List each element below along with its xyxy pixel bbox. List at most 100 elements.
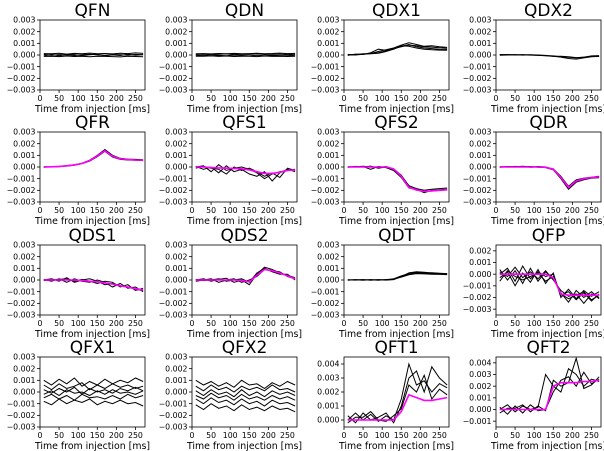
plot-area [43, 52, 144, 58]
y-tick-label: −0.001 [159, 287, 188, 296]
x-tick-label: 200 [261, 431, 276, 440]
x-tick-label: 100 [71, 94, 86, 103]
y-tick-label: 0.001 [165, 39, 187, 48]
x-tick-label: 100 [71, 431, 86, 440]
data-trace [195, 397, 296, 407]
x-tick-label: 100 [527, 94, 542, 103]
y-tick-label: −0.003 [159, 423, 188, 432]
x-tick-label: 200 [261, 94, 276, 103]
x-tick-label: 150 [242, 319, 257, 328]
x-tick-label: 0 [38, 206, 43, 215]
x-tick-label: 0 [190, 319, 195, 328]
y-tick-label: 0.003 [165, 128, 187, 137]
y-tick-label: 0.000 [317, 416, 339, 425]
y-tick-label: 0.002 [317, 27, 339, 36]
y-tick-label: 0.000 [469, 270, 491, 279]
y-tick-label: −0.001 [311, 287, 340, 296]
chart-title: QDX2 [524, 1, 573, 21]
x-tick-label: 200 [261, 206, 276, 215]
model-trace [499, 273, 600, 297]
x-tick-label: 250 [584, 431, 599, 440]
y-tick-label: 0.003 [165, 241, 187, 250]
plot-area [43, 148, 144, 168]
chart-title: QFT1 [374, 338, 418, 358]
y-tick-label: −0.003 [159, 86, 188, 95]
y-tick-label: 0.000 [165, 163, 187, 172]
y-tick-label: −0.003 [159, 311, 188, 320]
x-tick-label: 100 [223, 94, 238, 103]
y-tick-label: −0.001 [159, 399, 188, 408]
x-tick-label: 100 [71, 206, 86, 215]
chart-panel-qdx2: QDX2 −0.003 −0.002 −0.001 0.000 0.001 0.002 0.0… [463, 1, 604, 115]
data-trace [195, 389, 296, 398]
y-tick-label: 0.002 [469, 382, 491, 391]
y-tick-label: 0.002 [469, 247, 491, 256]
x-axis-label: Time from injection [ms] [338, 441, 454, 451]
chart-panel-qdx1: QDX1 −0.003 −0.002 −0.001 0.000 0.001 0.002 0.0… [311, 1, 454, 115]
x-axis-label: Time from injection [ms] [338, 329, 454, 340]
x-tick-label: 150 [394, 206, 409, 215]
chart-title: QFX2 [222, 338, 268, 358]
chart-title: QDS2 [220, 226, 268, 246]
y-tick-label: 0.000 [165, 388, 187, 397]
x-tick-label: 150 [546, 94, 561, 103]
x-tick-label: 200 [261, 319, 276, 328]
y-tick-label: 0.002 [469, 139, 491, 148]
y-tick-label: −0.002 [159, 299, 188, 308]
x-tick-label: 0 [190, 206, 195, 215]
x-axis-label: Time from injection [ms] [490, 216, 604, 227]
x-tick-label: 250 [128, 94, 143, 103]
x-tick-label: 100 [375, 206, 390, 215]
chart-panel-qfx1: QFX1 −0.003 −0.002 −0.001 0.000 0.001 0.002 0.0… [7, 338, 150, 451]
chart-panel-qft1: QFT1 0.000 0.001 0.002 0.003 0.004 0 50 100 150 20… [317, 338, 454, 451]
y-tick-label: −0.002 [463, 293, 492, 302]
x-tick-label: 0 [342, 206, 347, 215]
x-tick-label: 50 [54, 206, 64, 215]
data-trace [347, 365, 448, 424]
chart-title: QFR [75, 113, 110, 133]
plot-area [499, 165, 600, 190]
model-trace [195, 166, 296, 175]
data-trace [195, 384, 296, 393]
data-trace [43, 393, 144, 401]
x-axis-label: Time from injection [ms] [186, 104, 302, 115]
x-tick-label: 0 [494, 431, 499, 440]
model-trace [43, 149, 144, 168]
y-tick-label: −0.003 [7, 311, 36, 320]
x-tick-label: 50 [54, 319, 64, 328]
y-tick-label: 0.001 [469, 39, 491, 48]
chart-title: QDN [225, 1, 264, 21]
x-tick-label: 250 [584, 319, 599, 328]
x-axis-label: Time from injection [ms] [490, 104, 604, 115]
x-tick-label: 0 [38, 94, 43, 103]
x-tick-label: 50 [206, 206, 216, 215]
x-tick-label: 250 [128, 319, 143, 328]
x-tick-label: 150 [242, 206, 257, 215]
y-tick-label: −0.003 [463, 198, 492, 207]
y-tick-label: 0.004 [317, 360, 339, 369]
x-axis-label: Time from injection [ms] [490, 441, 604, 451]
data-trace [195, 403, 296, 413]
x-tick-label: 200 [413, 319, 428, 328]
y-tick-label: −0.001 [463, 174, 492, 183]
y-tick-label: −0.002 [7, 74, 36, 83]
y-tick-label: −0.002 [7, 186, 36, 195]
x-tick-label: 50 [358, 206, 368, 215]
x-tick-label: 50 [510, 319, 520, 328]
y-tick-label: 0.000 [317, 276, 339, 285]
data-trace [347, 373, 448, 424]
chart-title: QDS1 [68, 226, 116, 246]
x-tick-label: 200 [565, 431, 580, 440]
y-tick-label: 0.001 [165, 376, 187, 385]
x-tick-label: 0 [494, 94, 499, 103]
x-tick-label: 150 [90, 431, 105, 440]
chart-title: QFN [75, 1, 111, 21]
x-axis-label: Time from injection [ms] [338, 216, 454, 227]
model-trace [347, 166, 448, 193]
chart-panel-qfp: QFP −0.003 −0.002 −0.001 0.000 0.001 0.002 0 50 1… [463, 226, 604, 340]
chart-panel-qfx2: QFX2 −0.003 −0.002 −0.001 0.000 0.001 0.002 0.0… [159, 338, 302, 451]
y-tick-label: 0.003 [469, 370, 491, 379]
model-trace [499, 379, 600, 411]
y-tick-label: 0.002 [13, 139, 35, 148]
y-tick-label: 0.003 [317, 16, 339, 25]
